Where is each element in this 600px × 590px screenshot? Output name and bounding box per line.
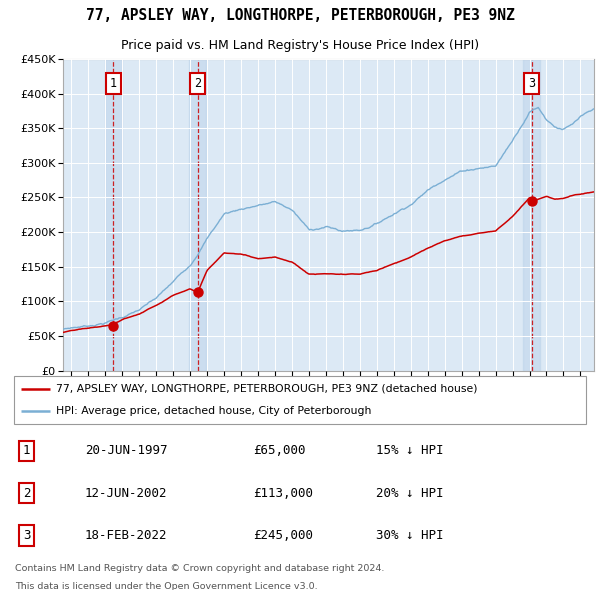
Text: HPI: Average price, detached house, City of Peterborough: HPI: Average price, detached house, City… (56, 407, 371, 417)
Text: 2: 2 (194, 77, 201, 90)
Text: 1: 1 (23, 444, 30, 457)
Text: Contains HM Land Registry data © Crown copyright and database right 2024.: Contains HM Land Registry data © Crown c… (15, 564, 384, 573)
Text: £65,000: £65,000 (253, 444, 306, 457)
Text: 77, APSLEY WAY, LONGTHORPE, PETERBOROUGH, PE3 9NZ (detached house): 77, APSLEY WAY, LONGTHORPE, PETERBOROUGH… (56, 384, 477, 394)
FancyBboxPatch shape (14, 376, 586, 424)
Text: 77, APSLEY WAY, LONGTHORPE, PETERBOROUGH, PE3 9NZ: 77, APSLEY WAY, LONGTHORPE, PETERBOROUGH… (86, 8, 514, 24)
Text: 12-JUN-2002: 12-JUN-2002 (85, 487, 167, 500)
Text: 3: 3 (528, 77, 535, 90)
Text: 1: 1 (110, 77, 117, 90)
Text: 15% ↓ HPI: 15% ↓ HPI (376, 444, 443, 457)
Text: 30% ↓ HPI: 30% ↓ HPI (376, 529, 443, 542)
Text: 20% ↓ HPI: 20% ↓ HPI (376, 487, 443, 500)
Bar (105, 59, 122, 371)
Text: 18-FEB-2022: 18-FEB-2022 (85, 529, 167, 542)
Text: £245,000: £245,000 (253, 529, 313, 542)
Bar (189, 59, 206, 371)
Text: 3: 3 (23, 529, 30, 542)
Text: £113,000: £113,000 (253, 487, 313, 500)
Text: 2: 2 (23, 487, 30, 500)
Text: This data is licensed under the Open Government Licence v3.0.: This data is licensed under the Open Gov… (15, 582, 317, 590)
Text: 20-JUN-1997: 20-JUN-1997 (85, 444, 167, 457)
Bar (523, 59, 540, 371)
Text: Price paid vs. HM Land Registry's House Price Index (HPI): Price paid vs. HM Land Registry's House … (121, 39, 479, 53)
